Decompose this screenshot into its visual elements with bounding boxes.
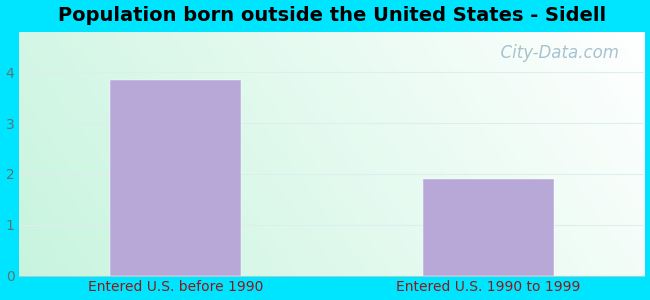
Text: City-Data.com: City-Data.com	[491, 44, 619, 62]
Title: Population born outside the United States - Sidell: Population born outside the United State…	[58, 6, 606, 25]
Bar	[110, 80, 241, 276]
Bar	[422, 179, 554, 276]
